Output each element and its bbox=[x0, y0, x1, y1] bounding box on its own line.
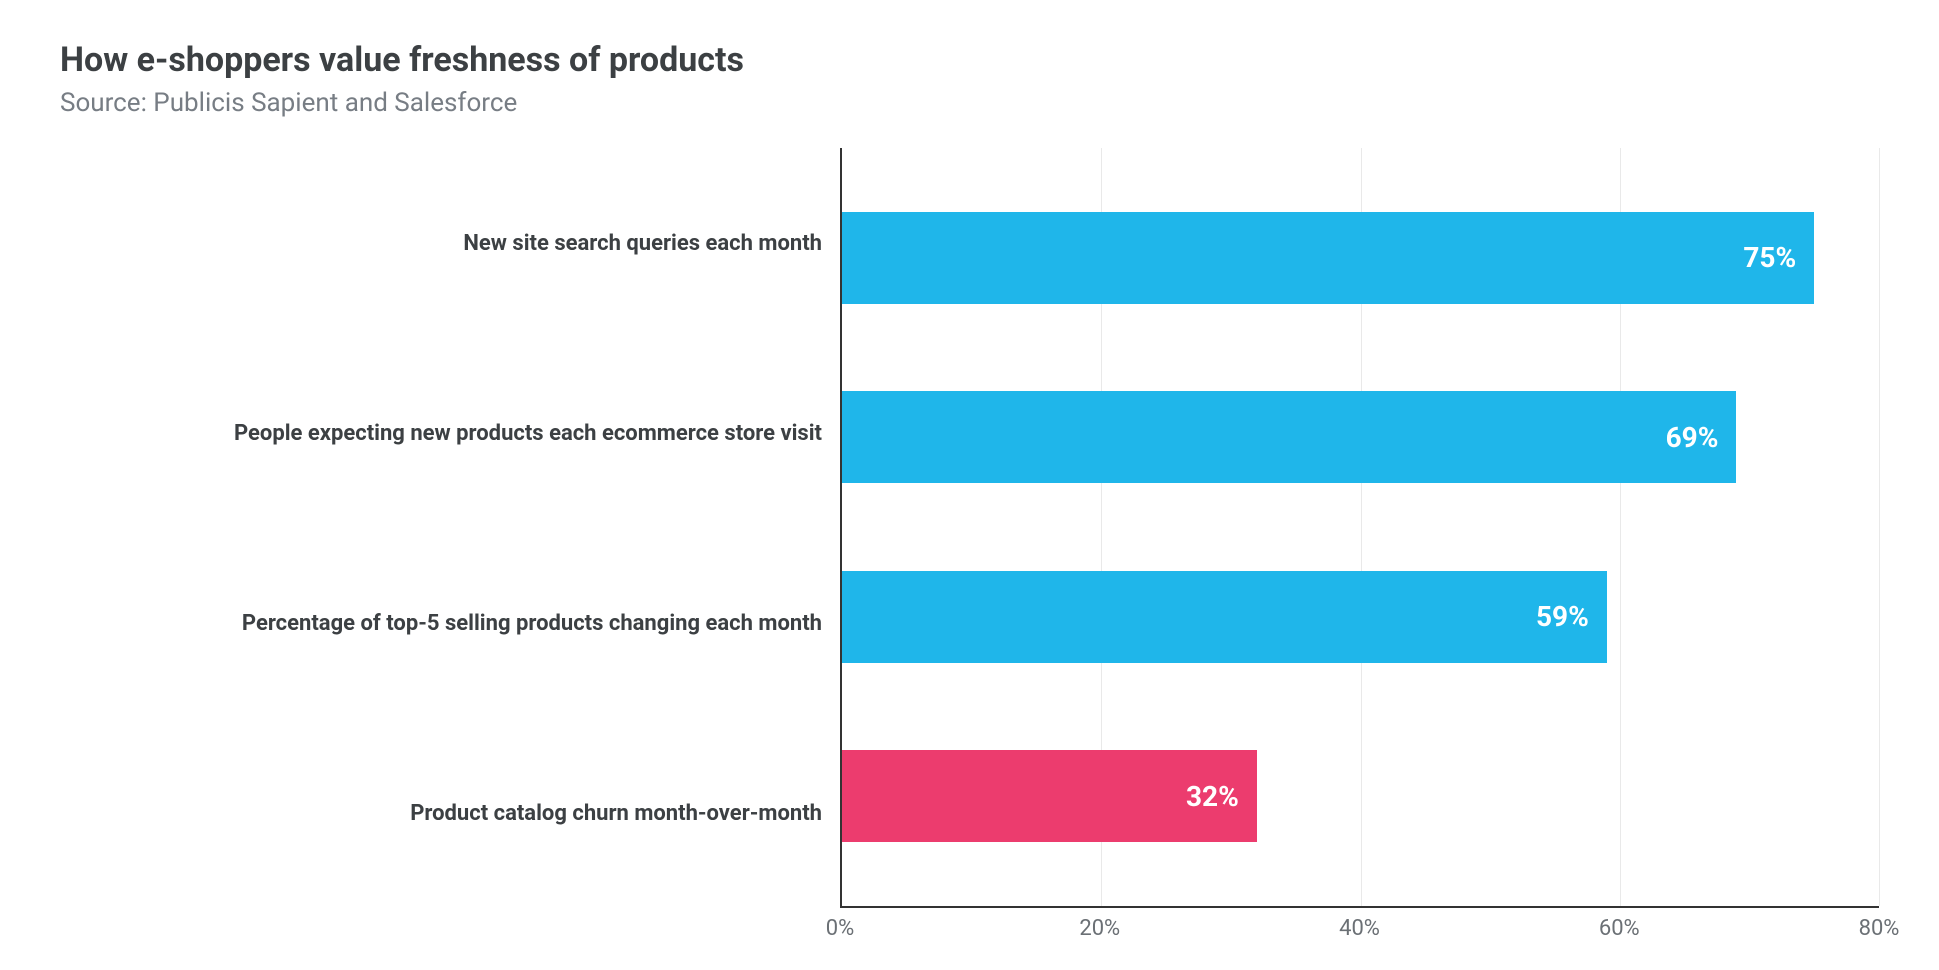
x-tick-label: 0% bbox=[826, 916, 854, 941]
category-label: Product catalog churn month-over-month bbox=[60, 801, 822, 826]
x-tick-label: 20% bbox=[1079, 916, 1120, 941]
bar: 59% bbox=[842, 571, 1607, 663]
chart-container: How e-shoppers value freshness of produc… bbox=[0, 0, 1939, 970]
bar-value-label: 32% bbox=[1186, 780, 1239, 813]
x-tick-label: 60% bbox=[1599, 916, 1640, 941]
chart-subtitle: Source: Publicis Sapient and Salesforce bbox=[60, 88, 1879, 118]
x-tick-label: 40% bbox=[1339, 916, 1380, 941]
bar: 69% bbox=[842, 391, 1736, 483]
y-axis-labels: New site search queries each month Peopl… bbox=[60, 148, 840, 908]
bar-value-label: 75% bbox=[1743, 241, 1796, 274]
bar-value-label: 59% bbox=[1536, 600, 1589, 633]
bar-value-label: 69% bbox=[1666, 421, 1719, 454]
category-label: People expecting new products each ecomm… bbox=[60, 421, 822, 446]
chart-title: How e-shoppers value freshness of produc… bbox=[60, 40, 1879, 80]
x-tick-label: 80% bbox=[1859, 916, 1900, 941]
gridline bbox=[1879, 148, 1880, 906]
bar: 32% bbox=[842, 750, 1257, 842]
category-label: New site search queries each month bbox=[60, 231, 822, 256]
plot-area: 75% 69% 59% 32% bbox=[840, 148, 1879, 908]
plot-row: New site search queries each month Peopl… bbox=[60, 148, 1879, 908]
bar: 75% bbox=[842, 212, 1814, 304]
category-label: Percentage of top-5 selling products cha… bbox=[60, 611, 822, 636]
x-axis-ticks: 0% 20% 40% 60% 80% bbox=[840, 908, 1879, 948]
